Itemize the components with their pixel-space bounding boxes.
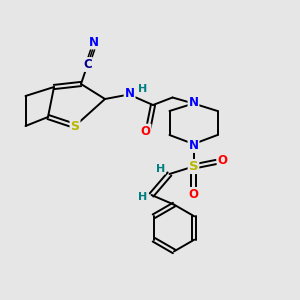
Text: N: N [188, 95, 199, 109]
Text: S: S [70, 119, 80, 133]
Text: C: C [83, 58, 92, 71]
Text: N: N [124, 87, 135, 101]
Text: H: H [156, 164, 165, 174]
Text: N: N [89, 35, 99, 49]
Text: S: S [189, 160, 198, 173]
Text: O: O [188, 188, 199, 201]
Text: N: N [188, 139, 199, 152]
Text: O: O [218, 154, 228, 167]
Text: H: H [138, 83, 147, 94]
Text: H: H [139, 191, 148, 202]
Text: O: O [140, 124, 151, 138]
